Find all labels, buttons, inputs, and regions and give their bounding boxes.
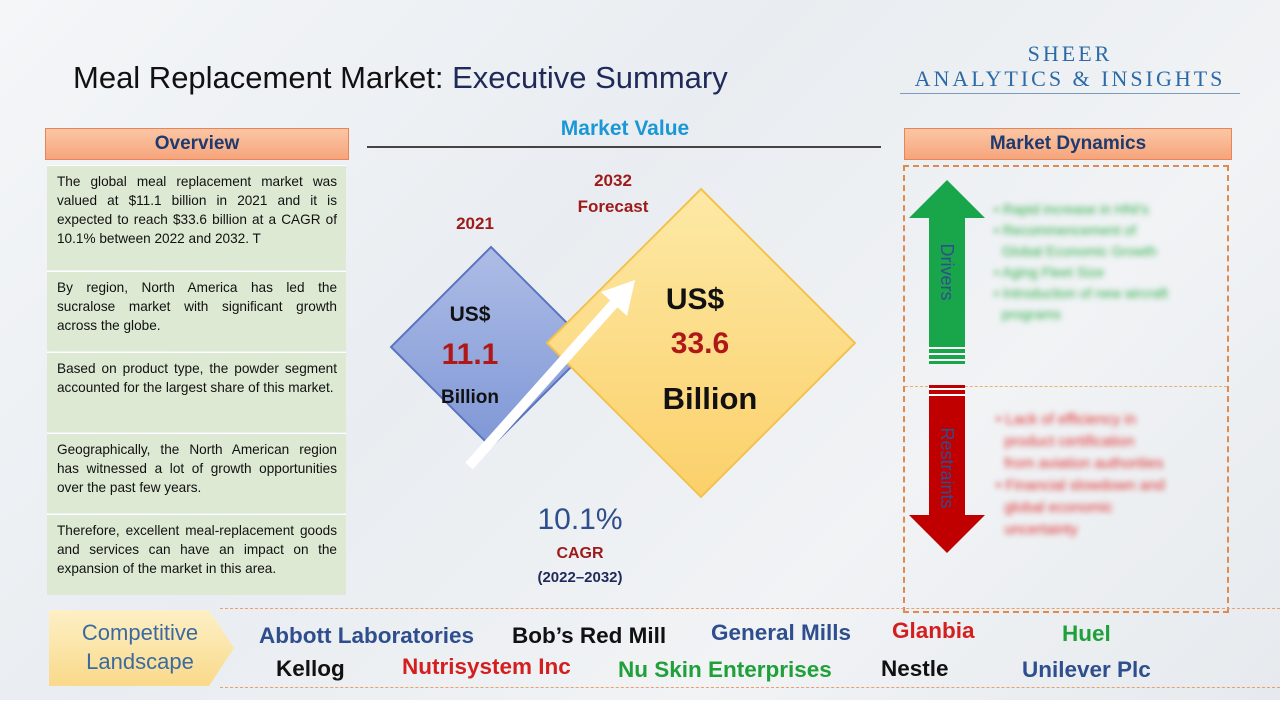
value-2021-currency: US$ bbox=[449, 303, 491, 326]
market-dynamics-header: Market Dynamics bbox=[904, 128, 1232, 160]
market-value-divider bbox=[367, 146, 881, 148]
value-2021-unit: Billion bbox=[440, 387, 500, 408]
drivers-list: • Rapid increase in HNI's • Recommenceme… bbox=[994, 199, 1168, 325]
competitive-label-line2: Landscape bbox=[86, 649, 194, 674]
driver-item: • Recommencement of bbox=[994, 222, 1136, 238]
competitive-landscape-chevron bbox=[49, 610, 234, 686]
competitive-top-border bbox=[220, 608, 1280, 609]
restraint-item: global economic bbox=[1004, 499, 1113, 516]
restraints-down-arrow-icon bbox=[909, 385, 985, 553]
value-2032-unit: Billion bbox=[662, 381, 758, 416]
dynamics-divider bbox=[905, 386, 1227, 387]
overview-item: Based on product type, the powder segmen… bbox=[47, 352, 346, 432]
value-2021-amount: 11.1 bbox=[441, 338, 499, 371]
year-2021-label: 2021 bbox=[456, 214, 494, 233]
driver-item: • Aging Fleet Size bbox=[994, 264, 1104, 280]
title-main: Meal Replacement Market: bbox=[73, 60, 444, 95]
company-name: Bob’s Red Mill bbox=[512, 623, 667, 648]
restraint-item: from aviation authorities bbox=[1004, 455, 1164, 472]
drivers-up-arrow-icon bbox=[909, 180, 985, 364]
market-dynamics-frame bbox=[903, 165, 1229, 613]
overview-item: The global meal replacement market was v… bbox=[47, 165, 346, 270]
year-2032-label: 2032 bbox=[594, 171, 632, 190]
company-logo: SHEER ANALYTICS & INSIGHTS bbox=[900, 41, 1240, 94]
logo-line2: ANALYTICS & INSIGHTS bbox=[914, 66, 1226, 91]
value-2032-amount: 33.6 bbox=[670, 327, 730, 360]
company-name: Kellog bbox=[276, 656, 345, 681]
driver-item: • Introduction of new aircraft bbox=[994, 285, 1168, 301]
cagr-years: (2022–2032) bbox=[537, 569, 623, 586]
company-name: Glanbia bbox=[892, 618, 975, 643]
driver-item: Global Economic Growth bbox=[1001, 243, 1157, 259]
company-name: Nestle bbox=[881, 656, 949, 681]
company-name: Unilever Plc bbox=[1022, 657, 1151, 682]
title-sub: Executive Summary bbox=[452, 60, 728, 95]
restraint-item: • Lack of efficiency in bbox=[996, 411, 1137, 428]
competitive-bottom-border bbox=[220, 687, 1280, 688]
restraint-item: product certification bbox=[1004, 433, 1135, 450]
restraints-list: • Lack of efficiency in product certific… bbox=[996, 409, 1165, 541]
overview-item: By region, North America has led the suc… bbox=[47, 271, 346, 351]
cagr-value: 10.1% bbox=[537, 503, 623, 536]
competitive-landscape-label: Competitive Landscape bbox=[55, 618, 225, 676]
restraint-item: uncertainty bbox=[1004, 521, 1078, 538]
drivers-label: Drivers bbox=[937, 243, 957, 301]
page-title: Meal Replacement Market: Executive Summa… bbox=[73, 60, 728, 96]
driver-item: • Rapid increase in HNI's bbox=[994, 201, 1149, 217]
company-name: General Mills bbox=[711, 620, 852, 645]
value-2032-diamond bbox=[545, 187, 857, 499]
restraint-item: • Financial slowdown and bbox=[996, 477, 1165, 494]
driver-item: programs bbox=[1001, 306, 1061, 322]
overview-item: Geographically, the North American regio… bbox=[47, 433, 346, 513]
logo-underline bbox=[900, 93, 1240, 94]
competitive-label-line1: Competitive bbox=[81, 620, 199, 645]
overview-item: Therefore, excellent meal-replacement go… bbox=[47, 514, 346, 595]
market-value-title: Market Value bbox=[560, 117, 690, 140]
growth-arrow-icon bbox=[465, 280, 635, 470]
company-name: Abbott Laboratories bbox=[259, 623, 475, 648]
company-name: Nutrisystem Inc bbox=[402, 654, 571, 679]
company-name: Huel bbox=[1062, 621, 1111, 646]
value-2032-currency: US$ bbox=[665, 283, 725, 316]
logo-line1: SHEER bbox=[1027, 41, 1113, 66]
forecast-label: Forecast bbox=[577, 197, 649, 216]
company-name: Nu Skin Enterprises bbox=[618, 657, 832, 682]
overview-header: Overview bbox=[45, 128, 349, 160]
cagr-label: CAGR bbox=[556, 545, 604, 562]
restraints-label: Restraints bbox=[937, 427, 957, 509]
